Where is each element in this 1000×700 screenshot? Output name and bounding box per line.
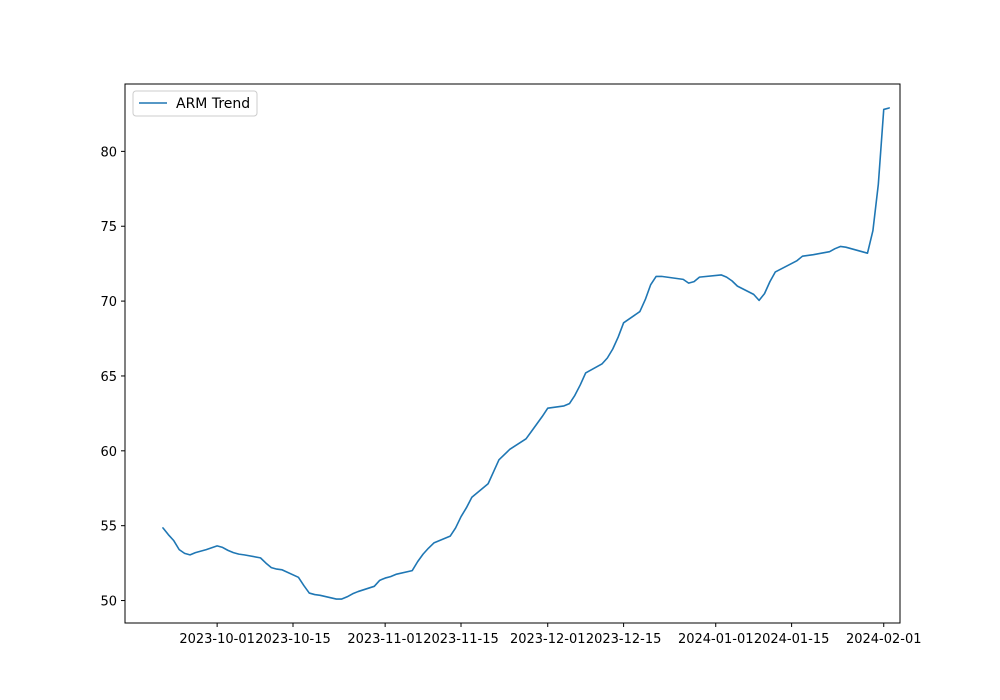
legend-label: ARM Trend: [176, 96, 250, 112]
x-tick-label: 2023-11-01: [347, 632, 423, 647]
y-axis: 50 55 60 65 70 75 80: [100, 145, 125, 610]
plot-frame: [124, 83, 901, 624]
x-tick-label: 2024-02-01: [846, 632, 922, 647]
x-tick-label: 2024-01-01: [678, 632, 754, 647]
x-tick-label: 2024-01-15: [754, 632, 830, 647]
y-tick-label: 60: [100, 445, 117, 460]
y-tick-label: 50: [100, 595, 117, 610]
legend: ARM Trend: [132, 90, 258, 117]
plot-area: [125, 84, 900, 623]
y-tick-label: 70: [100, 295, 117, 310]
y-tick-label: 55: [100, 520, 117, 535]
x-tick-label: 2023-10-01: [179, 632, 255, 647]
y-tick-label: 75: [100, 220, 117, 235]
legend-box: [132, 90, 258, 117]
x-tick-label: 2023-11-15: [423, 632, 499, 647]
x-tick-label: 2023-12-15: [586, 632, 662, 647]
y-tick-label: 80: [100, 145, 117, 160]
x-tick-label: 2023-10-15: [255, 632, 331, 647]
series-line-0: [162, 107, 890, 600]
y-tick-label: 65: [100, 370, 117, 385]
series-layer: [162, 107, 890, 600]
x-axis: 2023-10-01 2023-10-15 2023-11-01 2023-11-15…: [179, 623, 922, 647]
x-tick-label: 2023-12-01: [510, 632, 586, 647]
